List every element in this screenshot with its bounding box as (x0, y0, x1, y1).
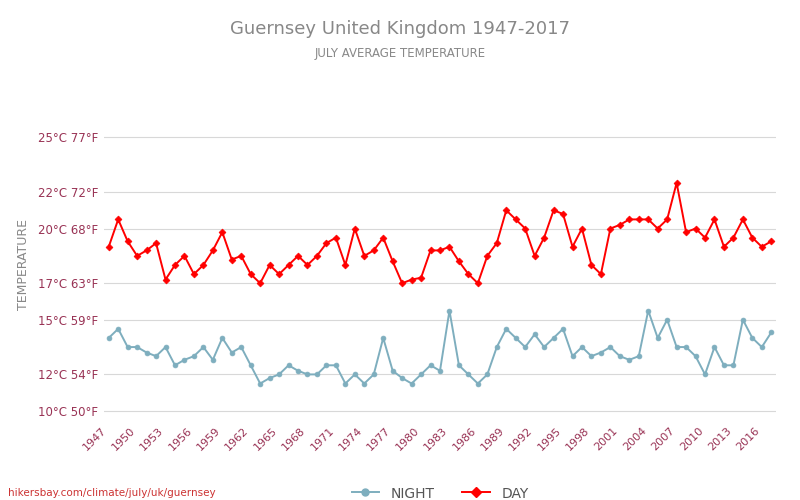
Y-axis label: TEMPERATURE: TEMPERATURE (17, 220, 30, 310)
Text: Guernsey United Kingdom 1947-2017: Guernsey United Kingdom 1947-2017 (230, 20, 570, 38)
Text: hikersbay.com/climate/july/uk/guernsey: hikersbay.com/climate/july/uk/guernsey (8, 488, 216, 498)
Legend: NIGHT, DAY: NIGHT, DAY (346, 481, 534, 500)
Text: JULY AVERAGE TEMPERATURE: JULY AVERAGE TEMPERATURE (314, 48, 486, 60)
